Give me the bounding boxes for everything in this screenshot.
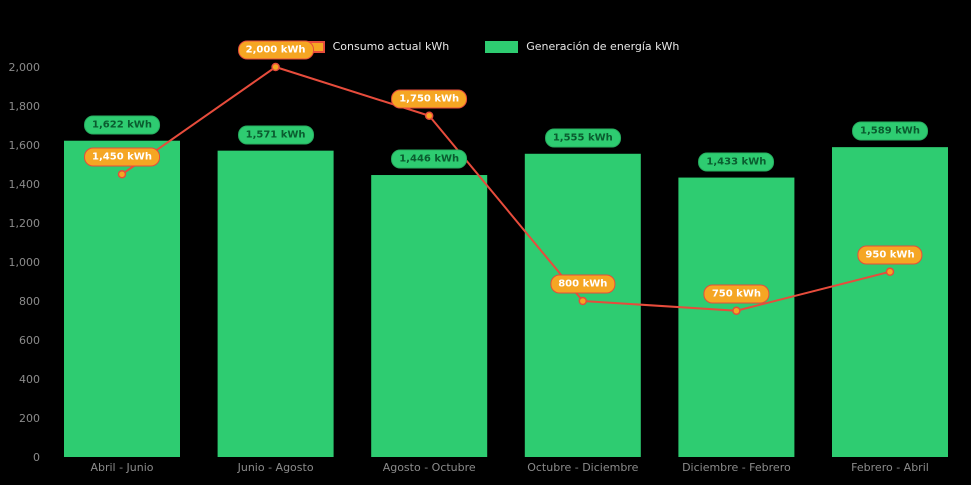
y-axis-tick-label: 400	[19, 373, 40, 386]
x-axis-category-label: Diciembre - Febrero	[682, 461, 791, 474]
generation-bar[interactable]	[64, 140, 180, 457]
generacion-swatch-icon	[485, 40, 519, 53]
x-axis-category-label: Abril - Junio	[90, 461, 153, 474]
y-axis-tick-label: 800	[19, 295, 40, 308]
legend-item-consumo[interactable]: Consumo actual kWh	[291, 40, 450, 53]
generation-bar[interactable]	[217, 150, 334, 457]
y-axis-tick-label: 1,800	[9, 100, 41, 113]
y-axis-tick-label: 1,200	[9, 217, 41, 230]
generation-bar[interactable]	[524, 153, 641, 457]
legend-label-consumo: Consumo actual kWh	[332, 40, 450, 53]
y-axis-tick-label: 1,600	[9, 139, 41, 152]
legend-item-generacion[interactable]: Generación de energía kWh	[485, 40, 679, 53]
consumption-line	[121, 66, 891, 312]
x-axis-category-label: Octubre - Diciembre	[527, 461, 638, 474]
y-axis-tick-label: 1,000	[9, 256, 41, 269]
consumption-line-point[interactable]	[578, 296, 588, 306]
x-axis-category-label: Agosto - Octubre	[383, 461, 476, 474]
x-axis-category-label: Febrero - Abril	[851, 461, 929, 474]
consumo-swatch-icon	[291, 40, 325, 53]
y-axis-tick-label: 200	[19, 412, 40, 425]
consumption-line-point[interactable]	[117, 170, 127, 179]
consumption-line-point[interactable]	[885, 267, 895, 276]
generation-bar[interactable]	[371, 175, 488, 457]
generation-bar[interactable]	[832, 147, 948, 457]
x-axis-category-label: Junio - Agosto	[237, 461, 314, 474]
y-axis-tick-label: 2,000	[9, 61, 41, 74]
chart-legend: Consumo actual kWh Generación de energía…	[0, 40, 971, 53]
consumption-line-point[interactable]	[271, 62, 280, 72]
y-axis-tick-label: 600	[19, 334, 40, 347]
y-axis-tick-label: 1,400	[9, 178, 41, 191]
consumption-line-point[interactable]	[732, 306, 741, 315]
y-axis-tick-label: 0	[33, 451, 40, 464]
consumption-line-point[interactable]	[424, 111, 434, 120]
legend-label-generacion: Generación de energía kWh	[526, 40, 680, 53]
generation-bar[interactable]	[678, 177, 795, 457]
